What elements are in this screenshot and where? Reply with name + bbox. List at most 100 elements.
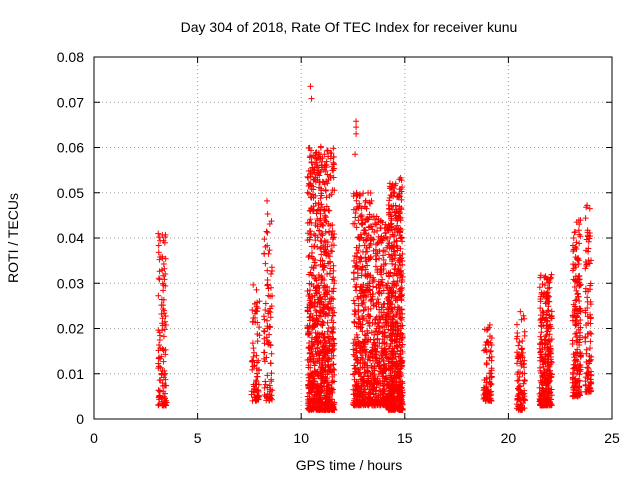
data-point [371,339,378,346]
data-point [514,353,521,360]
data-point [353,387,360,394]
data-point [388,305,395,312]
data-point [313,309,320,316]
data-point [262,243,269,250]
data-point [159,231,166,238]
data-point [547,354,554,361]
data-point [160,358,167,365]
data-point [311,230,318,237]
data-point [249,357,256,364]
data-point [304,189,311,196]
data-point [359,399,366,406]
data-point [318,201,325,208]
data-point [253,381,260,388]
data-point [381,398,388,405]
data-point [572,318,579,325]
data-point [572,313,579,320]
data-point [370,391,377,398]
data-point [547,275,554,282]
data-point [266,247,273,254]
data-point [267,271,274,278]
data-point [320,373,327,380]
data-point [539,281,546,288]
data-point [483,392,490,399]
data-point [330,242,337,249]
data-point [548,359,555,366]
data-point [545,307,552,314]
data-point [305,167,312,174]
data-point [325,250,332,257]
data-point [317,339,324,346]
data-point [380,247,387,254]
data-point [162,382,169,389]
data-point [319,361,326,368]
data-point [309,249,316,256]
data-point [586,235,593,242]
data-point [320,207,327,214]
data-point [398,360,405,367]
data-point [518,345,525,352]
data-point [571,307,578,314]
data-point [375,299,382,306]
data-point [308,338,315,345]
data-point [390,193,397,200]
data-point [545,279,552,286]
data-point [321,206,328,213]
data-point [266,220,273,227]
data-point [488,397,495,404]
grid-lines [94,57,612,419]
data-point [391,248,398,255]
data-point [324,147,331,154]
data-point [582,258,589,265]
data-point [573,219,580,226]
data-point [360,297,367,304]
data-point [155,242,162,249]
data-point [544,317,551,324]
data-point [264,229,271,236]
data-point [260,327,267,334]
data-point [322,283,329,290]
data-point [264,337,271,344]
data-point [519,370,526,377]
data-point [385,273,392,280]
data-point [486,389,493,396]
data-point [318,280,325,287]
data-point [393,319,400,326]
data-point [546,321,553,328]
data-point [158,395,165,402]
data-point [159,315,166,322]
data-point [357,254,364,261]
data-point [393,363,400,370]
data-point [397,293,404,300]
data-point [267,293,274,300]
data-point [356,402,363,409]
data-point [587,315,594,322]
data-point [355,308,362,315]
data-point [369,369,376,376]
data-point [355,314,362,321]
data-point [392,375,399,382]
data-point [264,211,271,218]
y-tick-label: 0.08 [57,49,84,65]
data-point [325,153,332,160]
data-point [350,190,357,197]
data-point [350,297,357,304]
data-point [307,83,314,90]
data-point [372,342,379,349]
data-point [252,308,259,315]
data-point [577,361,584,368]
data-point [386,355,393,362]
data-point [360,237,367,244]
data-point [542,273,549,280]
data-point [265,396,272,403]
data-point [323,377,330,384]
data-point [325,176,332,183]
data-point [544,298,551,305]
data-point [324,319,331,326]
data-point [307,194,314,201]
data-point [158,310,165,317]
data-point [355,340,362,347]
data-point [375,323,382,330]
data-point [374,331,381,338]
data-point [585,238,592,245]
